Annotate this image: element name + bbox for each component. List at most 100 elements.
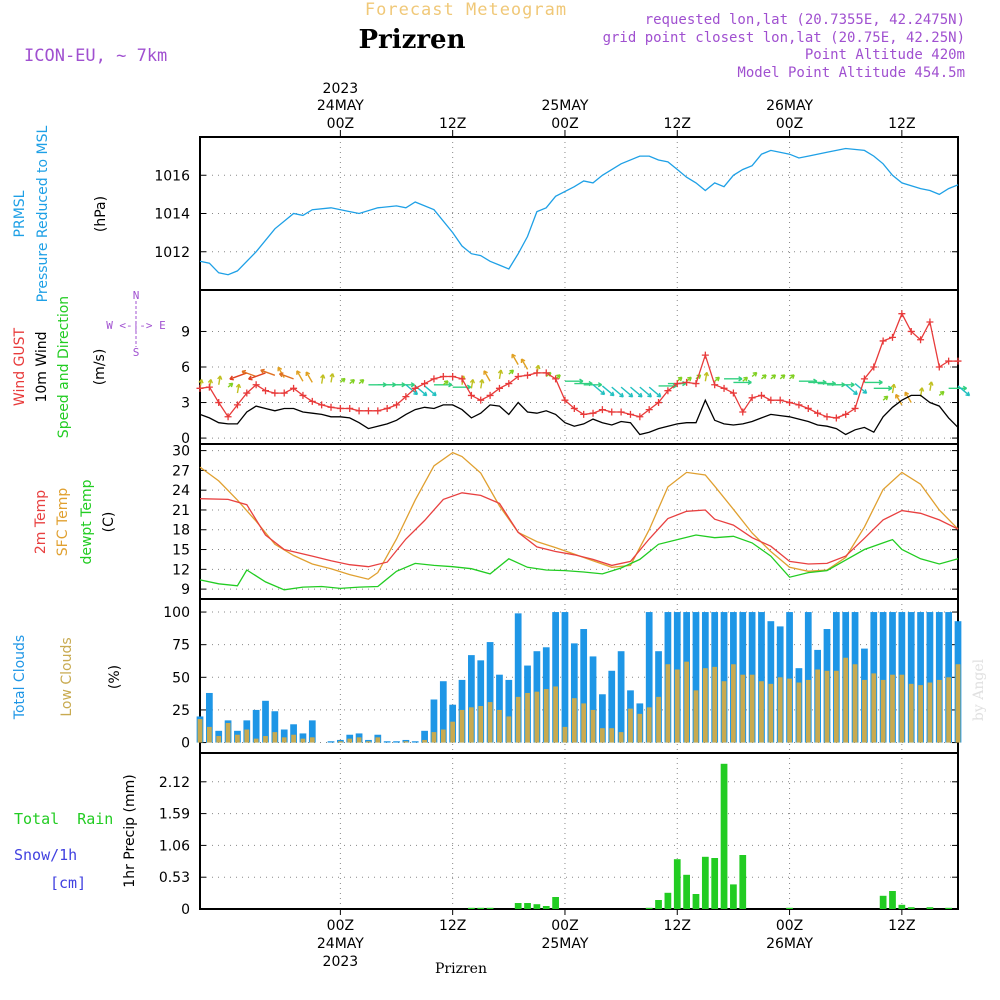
wind-arrow (601, 385, 615, 397)
wind-gust-line-marker (486, 391, 494, 399)
wind-gust-line-marker (393, 401, 401, 409)
rain-bar (711, 858, 719, 909)
wind-arrow-head (853, 390, 858, 396)
rain-bar (655, 900, 662, 909)
low-cloud-bar (805, 679, 811, 743)
x-tick-label-bottom: 00Z (776, 918, 803, 934)
wind-10m-line (199, 394, 959, 436)
wind-arrow-head (217, 375, 223, 380)
total-cloud-bar (720, 612, 728, 743)
low-cloud-bar (459, 709, 465, 743)
x-tick-label-top: 12Z (664, 116, 691, 132)
wind-arrow (498, 369, 502, 379)
low-cloud-bar (955, 664, 961, 743)
y-tick-label: 0.53 (159, 870, 190, 886)
wind-arrow-head (715, 376, 720, 382)
low-cloud-bar (216, 736, 222, 743)
low-cloud-bar (281, 737, 287, 743)
rain-bar (926, 907, 934, 909)
y-tick-label: 1014 (154, 207, 190, 223)
wind-arrow-head (647, 392, 652, 398)
compass-n: N (133, 289, 140, 302)
low-cloud-bar (497, 709, 502, 743)
wind-arrow (296, 370, 304, 382)
wind-arrow (929, 381, 933, 391)
wind-gust-line-marker (458, 375, 466, 383)
low-cloud-bar (656, 696, 661, 743)
y-tick-label: 24 (172, 483, 190, 499)
compass-s: S (133, 346, 140, 359)
low-cloud-bar (300, 738, 306, 743)
low-clouds-label: Low Clouds (59, 637, 75, 716)
low-cloud-bar (525, 692, 530, 743)
wind-gust-line-marker (598, 406, 606, 414)
wind-gust-line-marker (561, 396, 569, 404)
y-tick-label: 100 (163, 605, 190, 621)
wind-arrow-head (939, 390, 945, 396)
snow-label: Snow/1h (14, 846, 77, 864)
wind-arrow-head (320, 374, 326, 379)
wind-gust-line-marker (374, 407, 382, 415)
panels: 1012101410160369912151821242730025507510… (154, 136, 959, 918)
wind-unit: (m/s) (92, 349, 108, 386)
wind-gust-line-marker (280, 389, 288, 397)
wind-gust-line-marker (636, 413, 644, 421)
total-cloud-bar (589, 656, 597, 743)
low-cloud-bar (206, 726, 212, 743)
wind-arrow-head (918, 387, 925, 392)
wind-arrow-head (637, 392, 643, 398)
rain-bar (945, 907, 953, 909)
low-cloud-bar (375, 737, 381, 743)
date-label-bottom: 26MAY (766, 936, 813, 952)
y-tick-label: 18 (172, 523, 190, 539)
app-title: Forecast Meteogram (365, 0, 567, 20)
low-cloud-bar (684, 661, 689, 743)
y-tick-label: 1.59 (159, 807, 190, 823)
wind-arrow-head (479, 379, 485, 384)
total-cloud-bar (580, 629, 588, 743)
total-cloud-bar (907, 612, 915, 743)
total-cloud-bar (262, 700, 269, 743)
total-cloud-bar (252, 709, 260, 743)
wind-arrow (320, 374, 324, 384)
wind-arrow-head (687, 376, 692, 382)
wind-arrow (424, 385, 437, 397)
wind-arrow-head (904, 391, 910, 397)
low-cloud-bar (665, 664, 671, 743)
wind-arrow-head (656, 392, 662, 398)
wind-gust-line-marker (439, 372, 447, 380)
low-cloud-bar (936, 679, 942, 743)
footer-location: Prizren (435, 961, 487, 977)
low-cloud-bar (487, 702, 493, 743)
low-cloud-bar (469, 707, 474, 743)
low-cloud-bar (674, 669, 680, 743)
total-cloud-bar (205, 692, 213, 743)
total-cloud-bar (393, 741, 400, 743)
low-cloud-bar (581, 703, 587, 743)
total-cloud-bar (926, 612, 934, 743)
low-cloud-bar (291, 734, 296, 743)
wind-gust-line-marker (233, 401, 241, 409)
pressure-label-prmsl: PRMSL (12, 190, 28, 237)
total-cloud-bar (477, 660, 485, 743)
chart-marks (196, 147, 971, 909)
low-cloud-bar (244, 729, 250, 743)
y-tick-label: 50 (172, 670, 190, 686)
wind-arrow-head (535, 364, 541, 370)
wind-arrow-head (743, 376, 749, 382)
y-tick-label: 2.12 (159, 775, 190, 791)
total-cloud-bar (758, 612, 765, 743)
wind-arrow-head (862, 389, 868, 394)
y-tick-label: 12 (172, 562, 190, 578)
wind-arrow (405, 384, 418, 395)
wind-gust-line-marker (917, 336, 925, 344)
wind-arrow-head (600, 390, 606, 396)
rain-bar (692, 894, 700, 909)
low-cloud-bar (796, 682, 802, 743)
model-altitude: Model Point Altitude 454.5m (737, 65, 965, 81)
low-cloud-bar (777, 677, 783, 743)
wind-gust-line-marker (804, 404, 812, 412)
total-cloud-bar (327, 741, 335, 743)
wind-arrow-head (703, 371, 709, 377)
total-cloud-bar (308, 720, 316, 743)
